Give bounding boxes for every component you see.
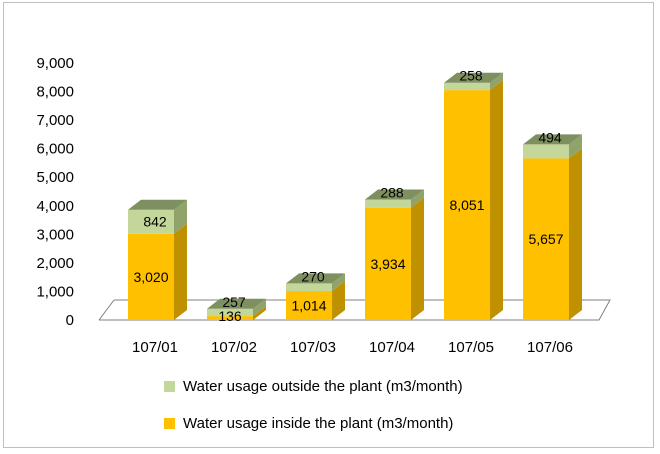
x-tick-label: 107/01 <box>132 339 178 356</box>
data-label-inside: 8,051 <box>449 197 484 213</box>
bar-outside-107/03 <box>286 283 332 292</box>
y-tick-label: 4,000 <box>36 198 74 215</box>
data-label-outside: 270 <box>301 268 325 284</box>
y-tick-label: 8,000 <box>36 84 74 101</box>
bar-top <box>365 189 424 200</box>
data-label-inside: 136 <box>218 308 242 324</box>
y-tick-label: 1,000 <box>36 283 74 300</box>
bar-inside-107/05 <box>444 90 490 321</box>
legend-swatch-inside <box>164 417 175 429</box>
y-tick-label: 0 <box>66 312 74 329</box>
legend-swatch-outside <box>164 380 175 392</box>
bar-inside-side <box>490 80 503 321</box>
bar-outside-107/06 <box>523 144 569 159</box>
data-label-outside: 258 <box>459 68 483 84</box>
bar-top <box>523 134 582 145</box>
bar-inside-107/04 <box>365 207 411 320</box>
bar-outside-side <box>253 298 266 317</box>
y-tick-label: 3,000 <box>36 226 74 243</box>
data-label-outside: 257 <box>222 294 246 310</box>
bar-top <box>444 72 503 83</box>
bar-inside-107/01 <box>128 233 174 320</box>
x-tick-label: 107/05 <box>448 339 494 356</box>
bar-outside-107/02 <box>207 308 253 317</box>
data-label-inside: 1,014 <box>291 298 326 314</box>
legend-label-inside: Water usage inside the plant (m3/month) <box>183 414 454 432</box>
data-label-inside: 3,020 <box>133 269 168 285</box>
y-tick-label: 5,000 <box>36 169 74 186</box>
bar-top <box>207 298 266 309</box>
bar-outside-107/05 <box>444 82 490 91</box>
bar-inside-side <box>253 306 266 320</box>
bar-outside-side <box>411 189 424 208</box>
data-label-inside: 3,934 <box>370 256 405 272</box>
data-label-inside: 5,657 <box>528 231 563 247</box>
stacked-bar-chart: 0 1,000 2,000 3,000 4,000 5,000 6,000 7,000 8,00… <box>36 55 611 356</box>
bar-inside-107/06 <box>523 158 569 320</box>
bar-outside-side <box>490 72 503 91</box>
bar-inside-side <box>569 148 582 320</box>
bar-inside-side <box>332 281 345 320</box>
x-tick-label: 107/04 <box>369 339 415 356</box>
legend-label-outside: Water usage outside the plant (m3/month) <box>183 377 463 395</box>
data-label-outside: 494 <box>538 129 562 145</box>
legend-item-outside: Water usage outside the plant (m3/month) <box>164 375 463 397</box>
bar-top <box>286 273 345 284</box>
bar-outside-107/04 <box>365 199 411 208</box>
chart-frame: 0 1,000 2,000 3,000 4,000 5,000 6,000 7,000 8,00… <box>3 2 654 448</box>
bar-inside-107/03 <box>286 291 332 320</box>
bar-inside-side <box>411 197 424 320</box>
bar-inside-side <box>174 223 187 320</box>
bar-outside-side <box>569 134 582 159</box>
floor-left-edge <box>98 299 115 321</box>
data-label-outside: 288 <box>380 184 404 200</box>
bar-outside-side <box>332 273 345 292</box>
x-tick-label: 107/02 <box>211 339 257 356</box>
x-tick-label: 107/03 <box>290 339 336 356</box>
chart-floor <box>99 299 611 321</box>
data-label-outside: 842 <box>143 214 167 230</box>
bar-inside-107/02 <box>207 316 253 320</box>
bar-outside-side <box>174 199 187 234</box>
legend-item-inside: Water usage inside the plant (m3/month) <box>164 412 463 434</box>
y-tick-label: 7,000 <box>36 112 74 129</box>
bar-outside-107/01 <box>128 209 174 234</box>
x-tick-label: 107/06 <box>527 339 573 356</box>
y-tick-label: 6,000 <box>36 141 74 158</box>
y-tick-label: 9,000 <box>36 55 74 72</box>
y-tick-label: 2,000 <box>36 255 74 272</box>
bar-top <box>128 199 187 210</box>
chart-legend: Water usage outside the plant (m3/month)… <box>164 375 463 449</box>
